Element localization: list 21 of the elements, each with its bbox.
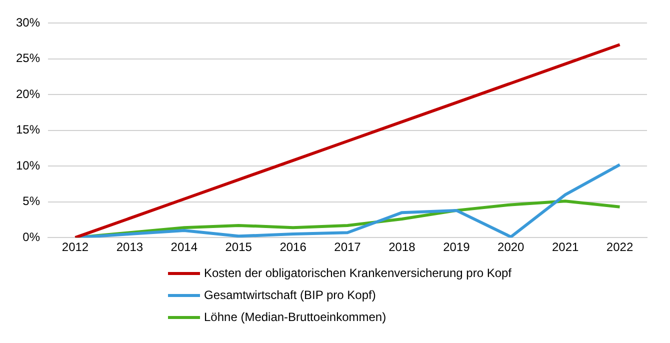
y-tick-label: 5% [22,194,40,208]
y-tick-label: 25% [16,51,40,66]
legend-label: Kosten der obligatorischen Krankenversicherung pro Kopf [204,266,512,280]
legend-label: Gesamtwirtschaft (BIP pro Kopf) [204,288,376,302]
x-tick-label: 2019 [443,240,470,254]
x-tick-label: 2012 [62,240,89,254]
x-tick-label: 2015 [225,240,252,254]
x-tick-label: 2013 [116,240,144,254]
y-tick-label: 0% [22,230,40,244]
x-tick-label: 2014 [170,240,198,254]
x-tick-label: 2022 [606,240,634,254]
x-tick-label: 2020 [498,240,525,254]
y-tick-label: 20% [16,86,40,101]
y-tick-label: 30% [16,16,40,30]
x-tick-label: 2021 [552,240,579,254]
legend-label: Löhne (Median-Bruttoeinkommen) [204,310,386,324]
x-tick-label: 2018 [388,240,416,254]
y-tick-label: 15% [16,122,40,137]
x-tick-label: 2017 [334,240,362,254]
x-tick-label: 2016 [280,240,307,254]
y-tick-label: 10% [16,158,40,172]
